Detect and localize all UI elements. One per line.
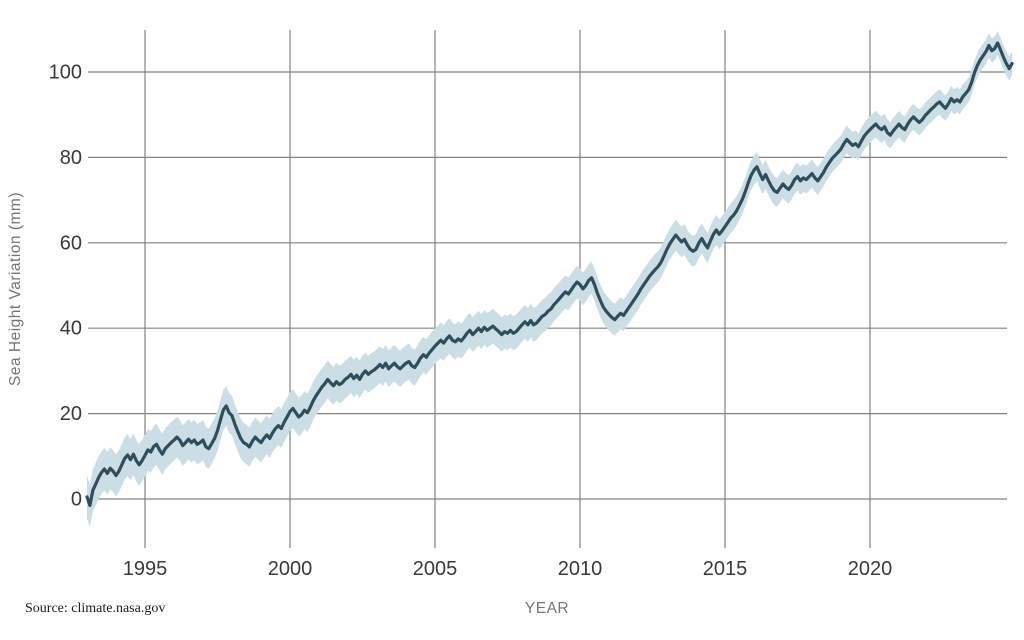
y-tick-label-20: 20 (60, 403, 82, 425)
x-axis-title: YEAR (525, 600, 569, 617)
y-tick-label-60: 60 (60, 232, 82, 254)
gridlines (88, 30, 1007, 548)
x-tick-label-2015: 2015 (703, 558, 748, 580)
x-tick-label-2005: 2005 (413, 558, 458, 580)
y-tick-label-80: 80 (60, 147, 82, 169)
x-tick-label-1995: 1995 (123, 558, 168, 580)
uncertainty-band-area (87, 30, 1013, 527)
y-tick-label-0: 0 (71, 489, 82, 511)
x-tick-label-2000: 2000 (268, 558, 313, 580)
y-axis-tick-labels: 0 20 40 60 80 100 (49, 62, 82, 511)
uncertainty-band (87, 30, 1013, 527)
sea-level-line (85, 41, 1014, 507)
x-tick-label-2020: 2020 (848, 558, 893, 580)
x-tick-label-2010: 2010 (558, 558, 603, 580)
x-axis-tick-labels: 1995 2000 2005 2010 2015 2020 (123, 558, 893, 580)
sea-level-line-path (85, 41, 1014, 507)
y-axis-title: Sea Height Variation (mm) (7, 192, 24, 386)
y-tick-label-100: 100 (49, 62, 82, 84)
source-note: Source: climate.nasa.gov (25, 601, 165, 616)
y-tick-label-40: 40 (60, 318, 82, 340)
